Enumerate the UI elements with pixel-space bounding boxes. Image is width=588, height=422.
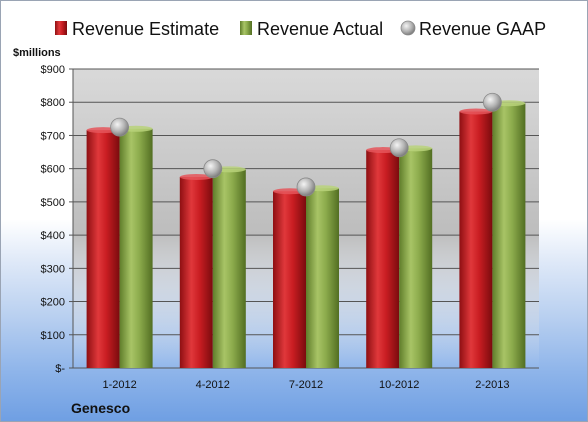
bar-revenue-actual [306, 188, 339, 368]
marker-revenue-gaap [482, 92, 502, 112]
y-tick-label: $700 [41, 130, 65, 142]
y-tick-label: $600 [41, 164, 65, 176]
x-tick-label: 4-2012 [196, 379, 230, 391]
legend: Revenue Estimate Revenue Actual Revenue GA… [55, 19, 546, 39]
bar-revenue-actual [399, 148, 433, 368]
gaap-markers [110, 92, 502, 197]
bars [86, 100, 526, 369]
y-tick-label: $800 [41, 97, 65, 109]
y-tick-label: $300 [41, 263, 65, 275]
legend-label: Revenue GAAP [419, 19, 546, 39]
y-tick-label: $900 [41, 64, 65, 76]
x-tick-label: 7-2012 [289, 379, 323, 391]
bar-top-estimate [459, 108, 493, 115]
x-tick-label: 10-2012 [379, 379, 419, 391]
x-axis-labels: 1-2012 4-2012 7-2012 10-2012 2-2013 [102, 379, 509, 391]
bar-revenue-actual [119, 128, 153, 368]
marker-revenue-gaap [110, 117, 129, 137]
marker-revenue-gaap [389, 138, 409, 158]
legend-marker [400, 20, 416, 36]
marker-revenue-gaap [203, 159, 223, 179]
y-tick-label: $200 [41, 297, 65, 309]
unit-label: $millions [13, 47, 61, 59]
y-axis-ticks: $- $100 $200 $300 $400 $500 $600 $700 $800 $900 [41, 64, 66, 375]
legend-swatch [55, 21, 67, 35]
legend-label: Revenue Estimate [72, 19, 219, 39]
bar-revenue-actual [212, 169, 246, 368]
y-tick-label: $500 [41, 197, 65, 209]
y-tick-label: $400 [41, 230, 65, 242]
bar-top-estimate [179, 173, 213, 180]
y-tick-label: $100 [41, 330, 65, 342]
bar-revenue-estimate [179, 176, 213, 368]
bar-revenue-actual [492, 103, 526, 369]
bar-revenue-estimate [86, 130, 120, 368]
marker-revenue-gaap [296, 177, 316, 197]
legend-label: Revenue Actual [257, 19, 383, 39]
x-tick-label: 1-2012 [102, 379, 136, 391]
bar-revenue-estimate [273, 191, 306, 368]
company-name: Genesco [71, 400, 130, 416]
bar-revenue-estimate [459, 111, 493, 368]
y-tick-label: $- [55, 363, 65, 375]
legend-swatch [240, 21, 252, 35]
x-tick-label: 2-2013 [475, 379, 509, 391]
bar-revenue-estimate [366, 150, 400, 368]
